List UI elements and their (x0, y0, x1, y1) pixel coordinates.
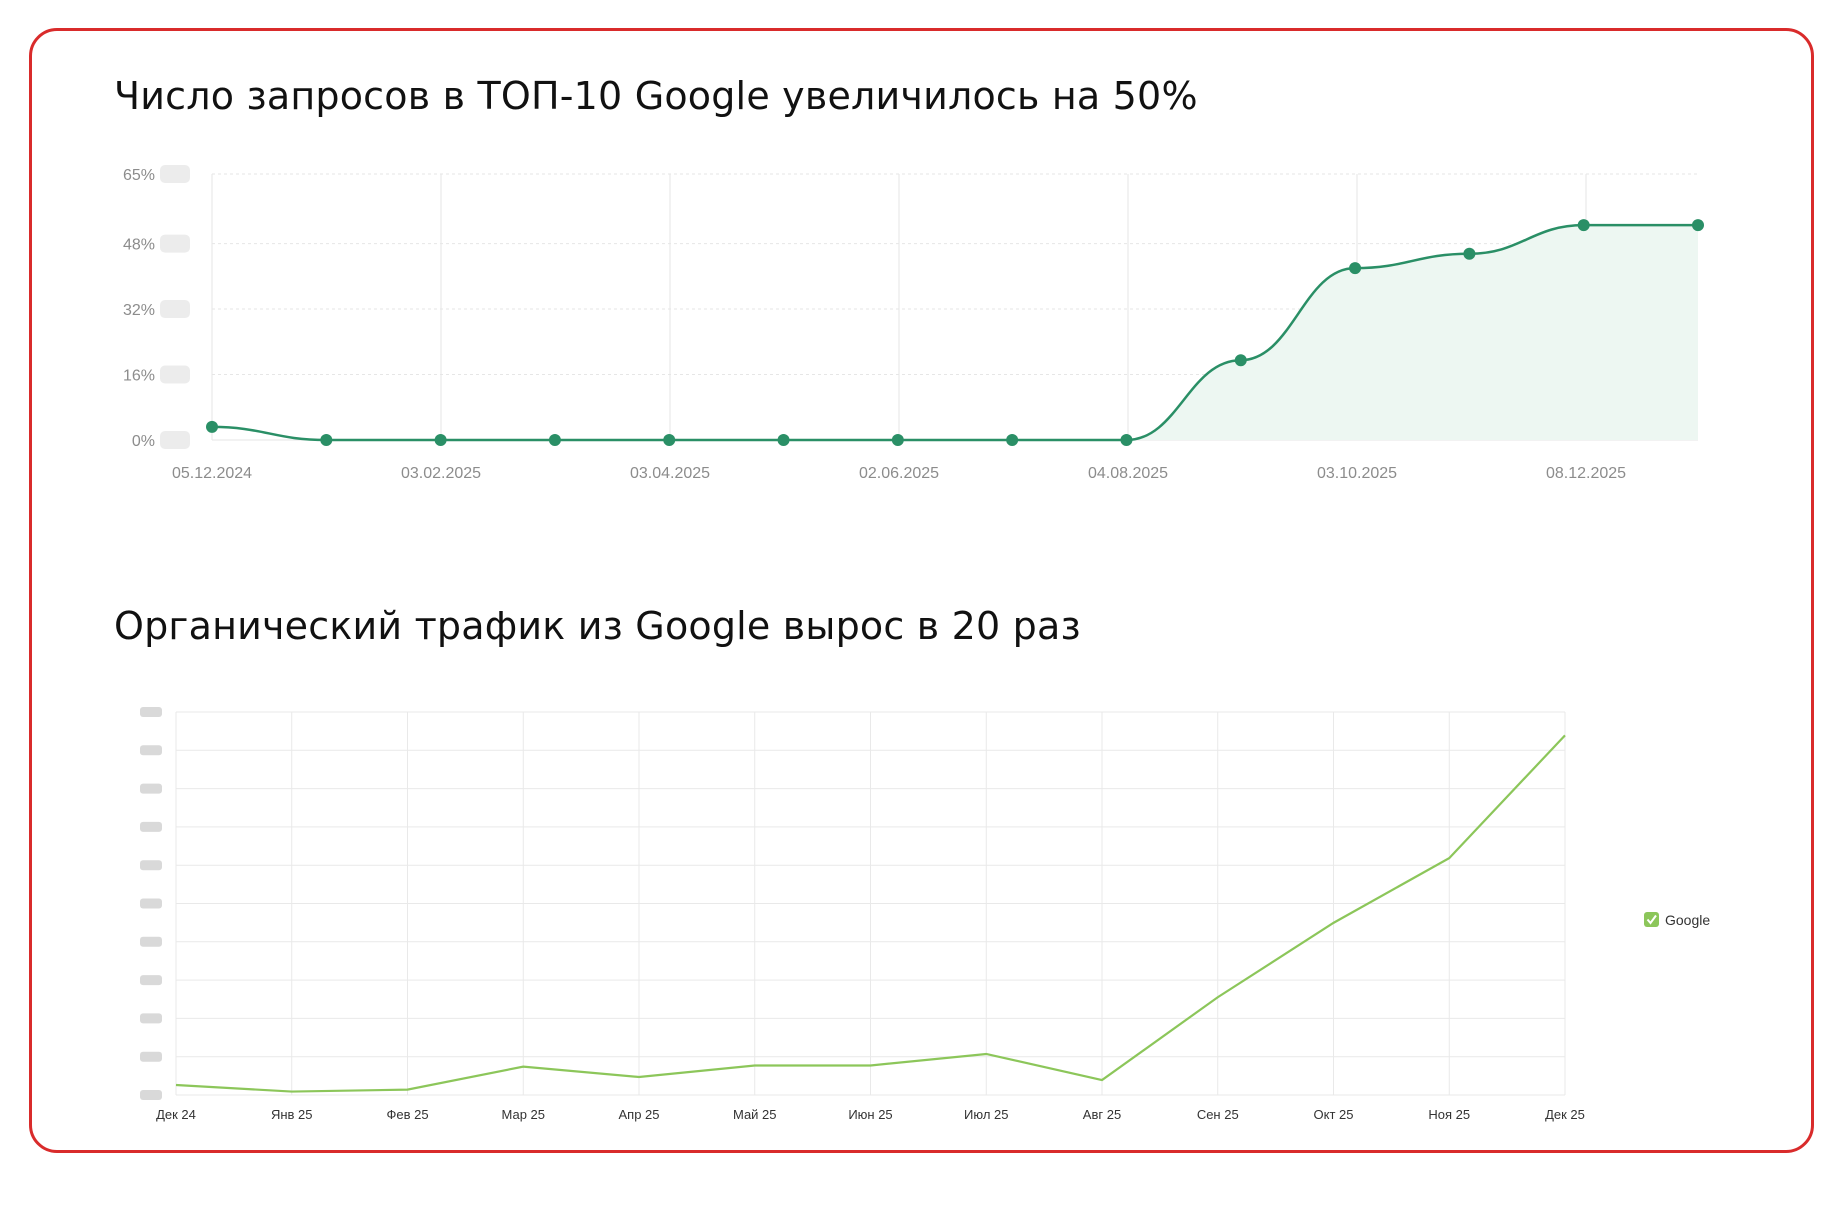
top-chart-area-fill (1126, 225, 1698, 440)
data-point[interactable] (206, 420, 218, 433)
bottom-chart-title: Органический трафик из Google вырос в 20… (114, 604, 1081, 648)
x-tick-label: 03.02.2025 (401, 465, 481, 482)
x-tick-label: 05.12.2024 (172, 465, 252, 482)
blurred-label (160, 365, 190, 384)
blurred-label (140, 898, 162, 909)
x-tick-label: 02.06.2025 (859, 465, 939, 482)
data-point[interactable] (1349, 262, 1362, 275)
data-point[interactable] (1120, 434, 1133, 446)
traffic-chart: Дек 24 Янв 25 Фев 25 Мар 25 Апр 25 Май 25 Июн … (140, 707, 1710, 1122)
x-tick-label: Янв 25 (271, 1107, 313, 1122)
x-tick-label: Фев 25 (386, 1107, 428, 1122)
blurred-label (160, 300, 190, 319)
x-tick-label: 03.04.2025 (630, 465, 710, 482)
traffic-chart-series-line (175, 734, 1566, 1093)
blurred-label (160, 234, 190, 253)
top-chart-y-axis: 0% 16% 32% 48% 65% (123, 165, 190, 450)
blurred-label (140, 1090, 162, 1100)
blurred-label (160, 431, 190, 449)
x-tick-label: Авг 25 (1083, 1107, 1121, 1122)
top-chart-x-axis: 05.12.2024 03.02.2025 03.04.2025 02.06.2025… (172, 465, 1626, 482)
top-chart-series-line (211, 223, 1698, 442)
data-point[interactable] (1006, 434, 1019, 446)
blurred-label (140, 1013, 162, 1024)
traffic-chart-grid (175, 711, 1566, 1096)
y-tick-label: 65% (123, 167, 155, 184)
x-tick-label: Апр 25 (618, 1107, 659, 1122)
blurred-label (140, 936, 162, 947)
data-point[interactable] (320, 434, 333, 446)
legend-label-google: Google (1665, 912, 1710, 928)
x-tick-label: Июл 25 (964, 1107, 1008, 1122)
x-tick-label: Ноя 25 (1428, 1107, 1470, 1122)
blurred-label (140, 707, 162, 717)
x-tick-label: Дек 24 (156, 1107, 196, 1122)
top-chart-points (206, 219, 1704, 446)
data-point[interactable] (548, 434, 561, 446)
card-frame (29, 28, 1814, 1153)
blurred-label (140, 745, 162, 756)
top-chart-title: Число запросов в ТОП-10 Google увеличило… (114, 74, 1198, 118)
traffic-chart-x-axis: Дек 24 Янв 25 Фев 25 Мар 25 Апр 25 Май 25 Июн … (156, 1107, 1585, 1122)
top-ranking-chart: 0% 16% 32% 48% 65% 05.12.2024 03.02.2025 03.04… (123, 165, 1704, 482)
y-tick-label: 48% (123, 237, 155, 254)
data-point[interactable] (1463, 247, 1476, 260)
x-tick-label: Окт 25 (1314, 1107, 1354, 1122)
check-icon (1646, 914, 1657, 925)
data-point[interactable] (663, 434, 676, 446)
x-tick-label: 08.12.2025 (1546, 465, 1626, 482)
x-tick-label: Сен 25 (1197, 1107, 1239, 1122)
data-point[interactable] (1234, 354, 1247, 367)
blurred-label (140, 975, 162, 986)
blurred-label (140, 783, 162, 794)
data-point[interactable] (891, 434, 904, 446)
y-tick-label: 16% (123, 368, 155, 385)
data-point[interactable] (434, 434, 447, 446)
traffic-chart-legend[interactable]: Google (1644, 912, 1710, 928)
blurred-label (140, 860, 162, 871)
x-tick-label: 04.08.2025 (1088, 465, 1168, 482)
x-tick-label: Мар 25 (501, 1107, 545, 1122)
x-tick-label: Дек 25 (1545, 1107, 1585, 1122)
blurred-label (140, 1051, 162, 1062)
blurred-label (160, 165, 190, 183)
traffic-chart-y-axis (140, 707, 162, 1100)
x-tick-label: 03.10.2025 (1317, 465, 1397, 482)
x-tick-label: Май 25 (733, 1107, 777, 1122)
data-point[interactable] (1577, 219, 1590, 232)
blurred-label (140, 821, 162, 832)
x-tick-label: Июн 25 (848, 1107, 892, 1122)
y-tick-label: 0% (132, 433, 155, 450)
legend-checkbox[interactable] (1644, 912, 1659, 927)
data-point[interactable] (777, 434, 790, 446)
y-tick-label: 32% (123, 302, 155, 319)
data-point[interactable] (1692, 219, 1704, 232)
